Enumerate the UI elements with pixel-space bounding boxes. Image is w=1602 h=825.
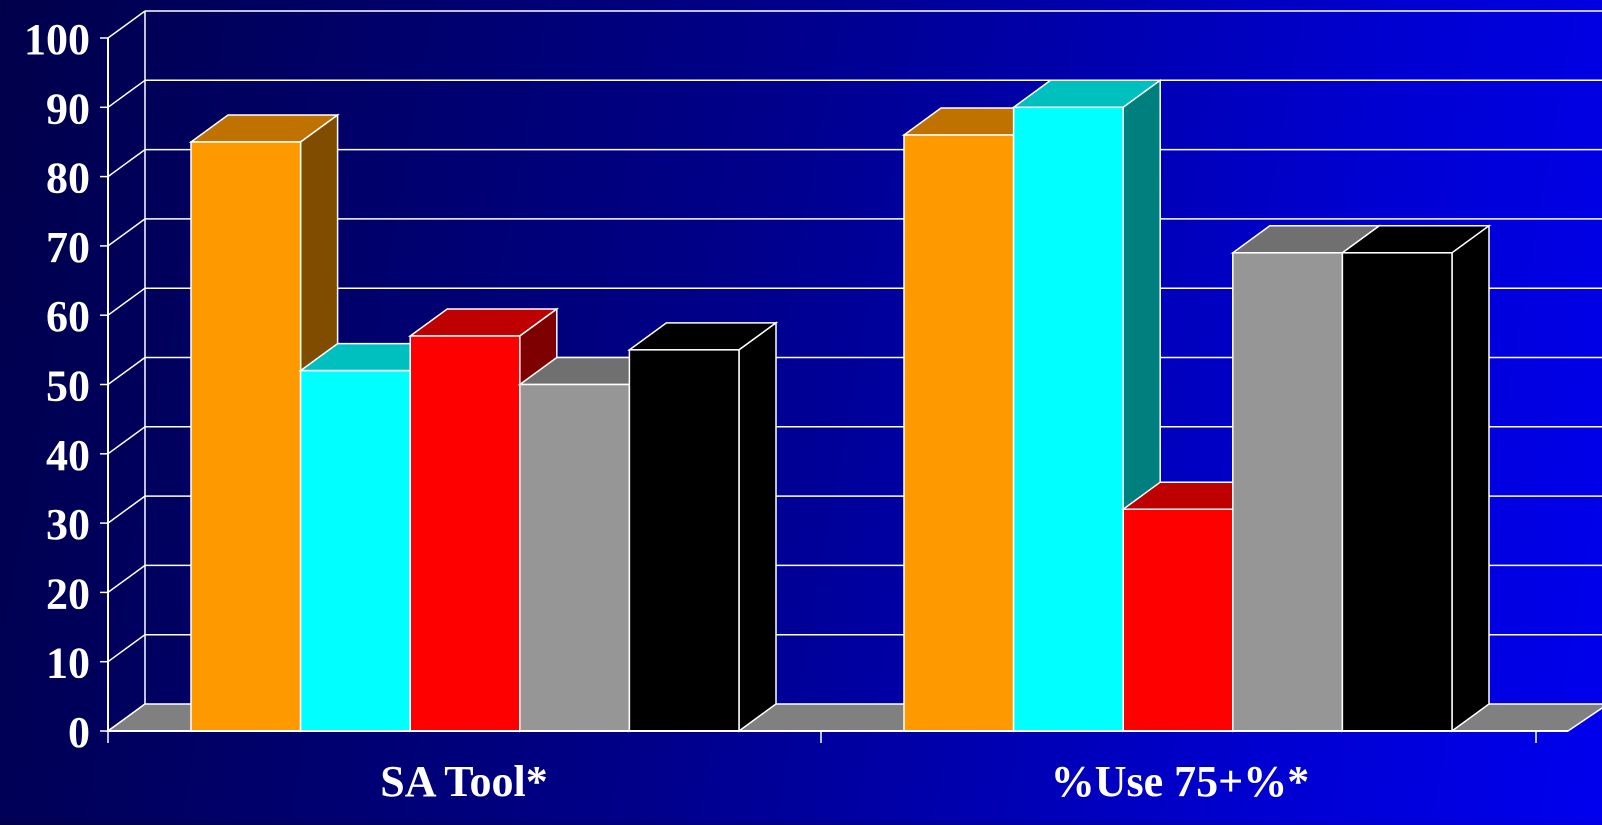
y-tick-labels: 0 10 20 30 40 50 60 70 80 90 100 xyxy=(24,15,90,757)
bar-front xyxy=(409,335,521,732)
category-label: SA Tool* xyxy=(380,757,548,806)
bar-front xyxy=(628,349,740,732)
y-tick-label: 0 xyxy=(68,708,90,757)
gridline-depth xyxy=(107,564,146,594)
gridline-depth xyxy=(107,495,146,524)
bar-3d xyxy=(1340,224,1492,733)
gridline-depth xyxy=(107,356,146,386)
axes xyxy=(100,11,1568,743)
bar-front xyxy=(299,369,411,732)
bar-front xyxy=(1341,252,1453,732)
gridline-depth xyxy=(107,148,146,178)
y-tick-label: 60 xyxy=(46,292,90,341)
y-tick-label: 70 xyxy=(46,223,90,272)
bar-side xyxy=(738,321,777,733)
gridline-depth xyxy=(107,10,146,39)
y-tick-label: 30 xyxy=(46,500,90,549)
bars xyxy=(188,78,1492,733)
gridline-depth xyxy=(107,634,146,663)
y-tick-label: 80 xyxy=(46,154,90,203)
y-tick-label: 100 xyxy=(24,15,90,64)
bar-3d xyxy=(1011,78,1163,733)
bar-side xyxy=(1451,224,1490,733)
gridline-depth xyxy=(107,426,146,455)
y-tick-label: 40 xyxy=(46,431,90,480)
gridline-depth xyxy=(107,218,146,247)
gridline-depth xyxy=(107,79,146,108)
y-tick-label: 90 xyxy=(46,84,90,133)
bar-front xyxy=(1122,508,1234,732)
category-labels: SA Tool* %Use 75+%* xyxy=(380,757,1309,806)
bar-front xyxy=(519,383,631,732)
y-tick-label: 50 xyxy=(46,362,90,411)
bar-front xyxy=(1232,252,1344,732)
category-label: %Use 75+%* xyxy=(1051,757,1310,806)
bar-3d xyxy=(627,321,779,733)
y-tick-label: 20 xyxy=(46,569,90,618)
gridline-depth xyxy=(107,287,146,316)
bar-front xyxy=(903,134,1015,732)
bar-front xyxy=(1012,106,1124,732)
y-tick-label: 10 xyxy=(46,639,90,688)
bar-front xyxy=(190,141,302,732)
